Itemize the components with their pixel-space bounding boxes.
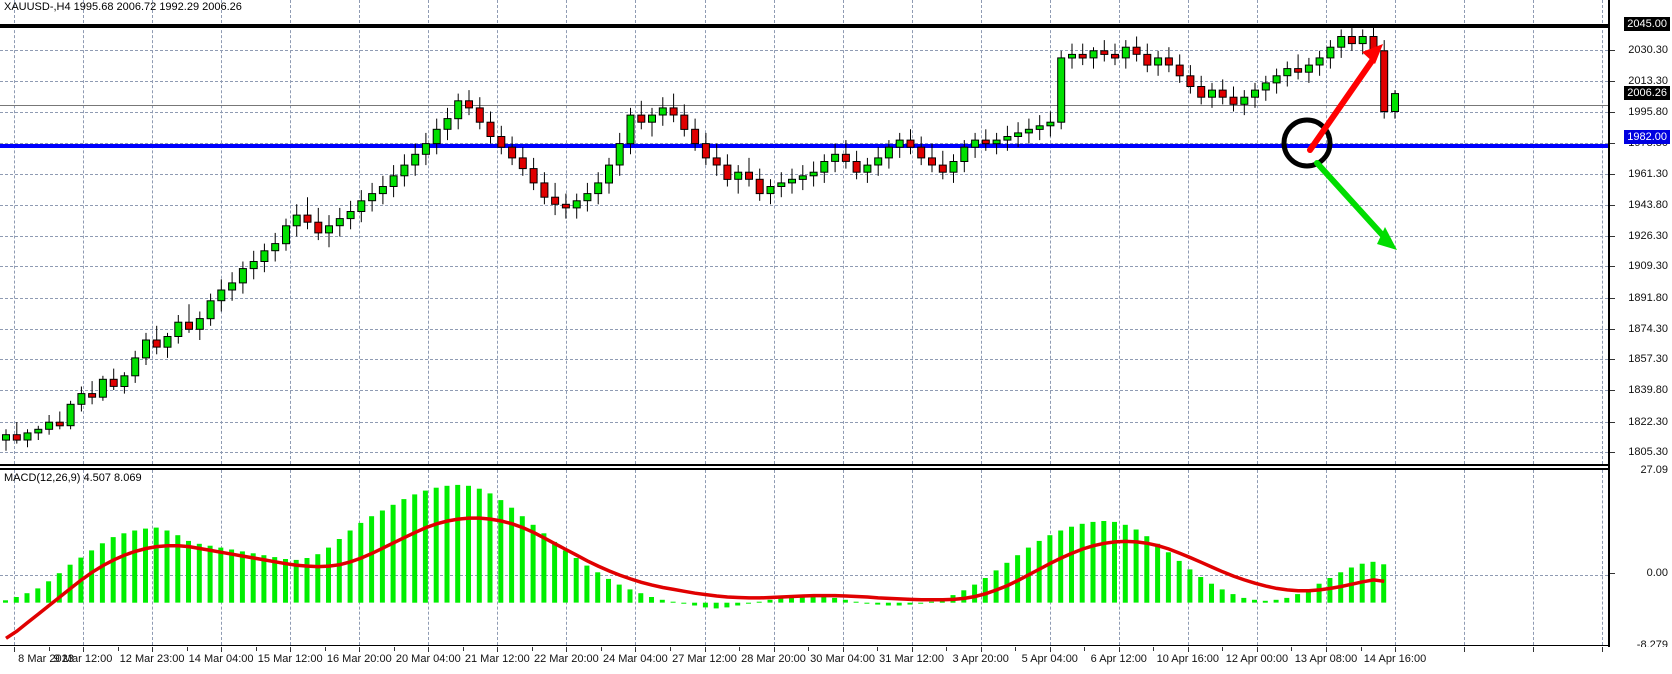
time-axis-label: 8 Mar 2023 — [18, 653, 74, 665]
level-line-2045 — [0, 24, 1608, 28]
chart-title: XAUUSD-,H4 1995.68 2006.72 1992.29 2006.… — [4, 1, 242, 13]
price-axis[interactable]: 2030.302013.301995.801978.301961.301943.… — [1608, 0, 1672, 651]
macd-zero-gridline — [0, 575, 1608, 576]
price-axis-label: 2030.30 — [1628, 44, 1668, 57]
time-axis-label: 28 Mar 20:00 — [741, 653, 806, 665]
macd-axis-label-zero: 0.00 — [1646, 567, 1668, 579]
time-axis-label: 30 Mar 04:00 — [810, 653, 876, 665]
time-axis-label: 14 Mar 04:00 — [188, 653, 254, 665]
price-axis-label: 1857.30 — [1628, 353, 1668, 366]
price-tag-2045: 2045.00 — [1624, 17, 1670, 31]
macd-title: MACD(12,26,9) 4.507 8.069 — [4, 472, 142, 484]
time-axis-label: 21 Mar 12:00 — [464, 653, 530, 665]
level-line-2006 — [0, 105, 1608, 106]
price-chart-pane[interactable]: XAUUSD-,H4 1995.68 2006.72 1992.29 2006.… — [0, 0, 1608, 466]
price-axis-label: 1995.80 — [1628, 105, 1668, 118]
time-axis-label: 16 Mar 20:00 — [326, 653, 392, 665]
price-axis-label: 1961.30 — [1628, 167, 1668, 180]
time-axis-label: 5 Apr 04:00 — [1021, 653, 1078, 665]
macd-indicator-pane[interactable]: MACD(12,26,9) 4.507 8.069 — [0, 468, 1608, 646]
time-axis-label: 10 Apr 16:00 — [1156, 653, 1219, 665]
time-axis-label: 20 Mar 04:00 — [395, 653, 461, 665]
level-line-1982-support — [0, 144, 1608, 148]
time-axis-label: 31 Mar 12:00 — [879, 653, 945, 665]
time-axis-label: 3 Apr 20:00 — [952, 653, 1009, 665]
price-tag-1982: 1982.00 — [1624, 129, 1670, 144]
bearish-arrow — [1314, 160, 1397, 250]
price-axis-label: 1822.30 — [1628, 415, 1668, 428]
time-axis-label: 12 Mar 23:00 — [119, 653, 185, 665]
time-axis-label: 9 Mar 12:00 — [53, 653, 113, 665]
bullish-arrow — [1307, 44, 1383, 153]
time-axis-label: 12 Apr 00:00 — [1225, 653, 1289, 665]
time-axis-label: 14 Apr 16:00 — [1363, 653, 1427, 665]
macd-axis-label-max: 27.09 — [1640, 464, 1668, 476]
time-axis-label: 27 Mar 12:00 — [672, 653, 737, 665]
price-axis-label: 1839.80 — [1628, 384, 1668, 397]
price-tag-2006.26: 2006.26 — [1624, 86, 1670, 101]
time-axis-label: 6 Apr 12:00 — [1090, 653, 1147, 665]
price-axis-label: 1926.30 — [1628, 229, 1668, 242]
chart-annotations — [1281, 44, 1397, 250]
price-axis-label: 1874.30 — [1628, 322, 1668, 335]
price-axis-label: 1943.80 — [1628, 198, 1668, 211]
price-axis-label: 1909.30 — [1628, 260, 1668, 273]
macd-series — [3, 484, 1387, 640]
price-axis-label: 2013.30 — [1628, 74, 1668, 87]
time-axis-label: 24 Mar 04:00 — [602, 653, 668, 665]
time-axis-label: 13 Apr 08:00 — [1294, 653, 1358, 665]
price-axis-label: 1891.80 — [1628, 291, 1668, 304]
candlestick-series — [2, 25, 1399, 451]
price-axis-label: 1805.30 — [1628, 446, 1668, 458]
time-axis-label: 15 Mar 12:00 — [257, 653, 323, 665]
time-axis-label: 22 Mar 20:00 — [533, 653, 599, 665]
time-axis[interactable]: 8 Mar 2023 9 Mar 12:00 12 Mar 23:00 14 Mar … — [0, 647, 1672, 674]
